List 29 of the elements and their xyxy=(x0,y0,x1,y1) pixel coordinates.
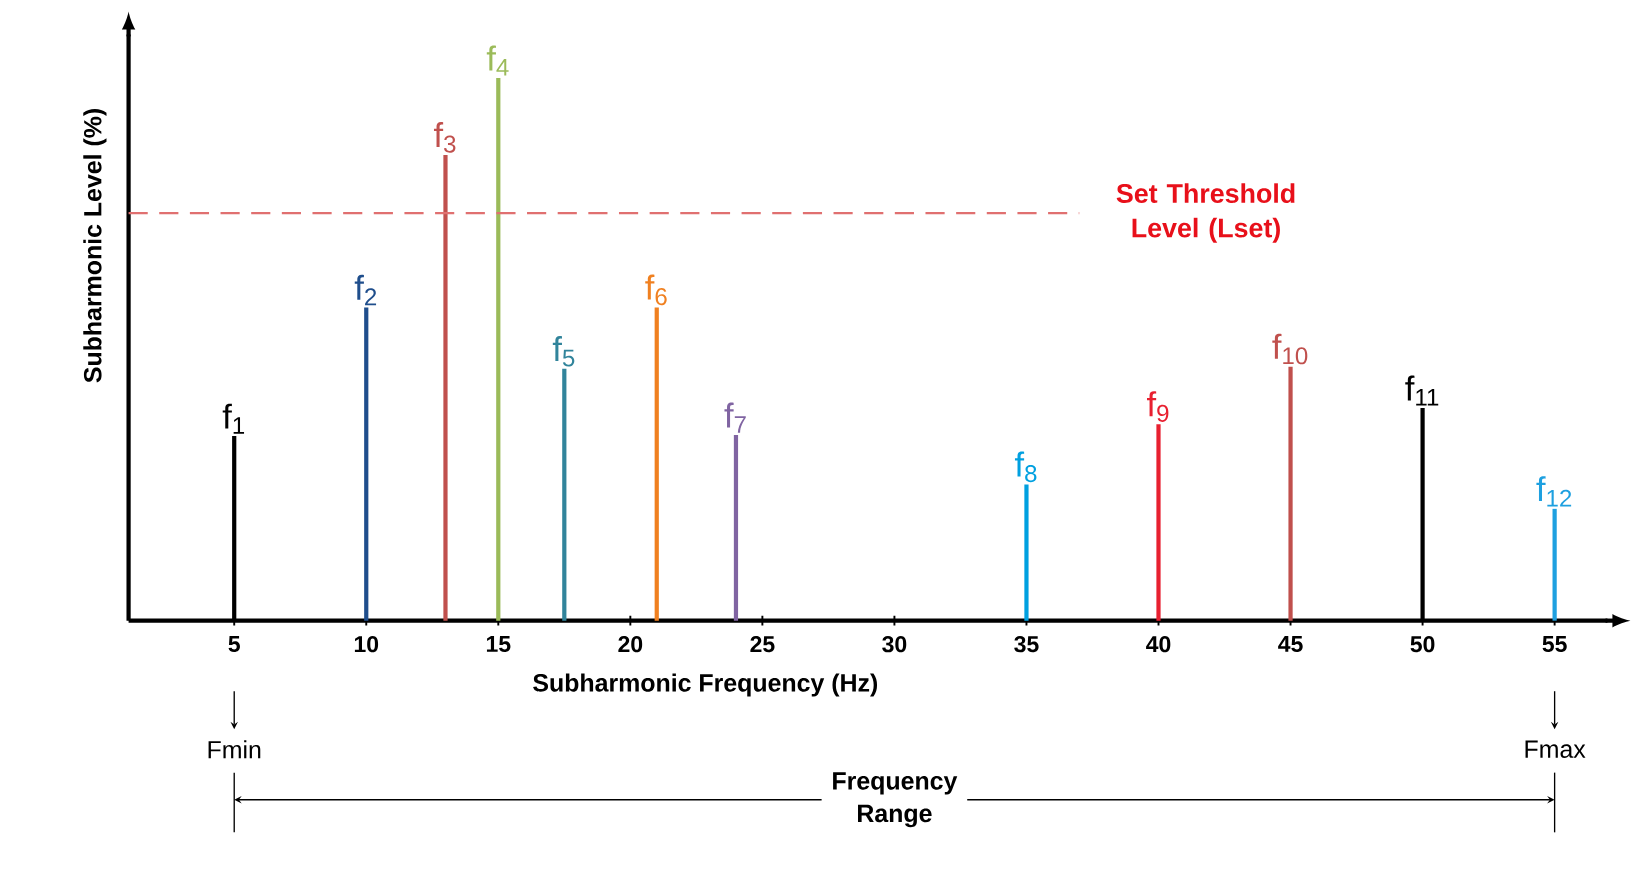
x-tick-label: 40 xyxy=(1146,636,1171,653)
x-tick-label: 10 xyxy=(354,636,379,653)
series-label: f$_{7}$ xyxy=(724,402,746,433)
x-tick-label: 25 xyxy=(750,636,775,653)
series-label: f$_{11}$ xyxy=(1405,375,1439,406)
series-label: f$_{4}$ xyxy=(486,45,509,76)
series-label: f$_{8}$ xyxy=(1014,451,1037,483)
x-tick-label: 35 xyxy=(1014,636,1039,653)
x-tick-label: 5 xyxy=(228,636,240,653)
x-tick-label: 20 xyxy=(618,636,643,653)
series-label: f$_{9}$ xyxy=(1147,391,1169,422)
series-label: f$_{5}$ xyxy=(552,336,575,367)
x-tick-label: 45 xyxy=(1278,636,1303,653)
x-tick-label: 30 xyxy=(882,636,907,653)
series-label: f$_{2}$ xyxy=(354,274,377,306)
series-label: f$_{12}$ xyxy=(1536,476,1572,507)
annotation: Fmax xyxy=(1525,740,1586,758)
x-axis-title: Subharmonic Frequency (Hz) xyxy=(533,673,878,697)
series-label: f$_{10}$ xyxy=(1272,333,1308,365)
series-label: f$_{1}$ xyxy=(222,403,245,434)
x-tick-label: 55 xyxy=(1542,636,1567,653)
x-tick-label: 50 xyxy=(1410,636,1435,653)
y-axis-title: Subharmonic Level (%) xyxy=(83,109,107,383)
series-label: f$_{3}$ xyxy=(433,121,456,153)
series-label: f$_{6}$ xyxy=(645,274,667,306)
x-tick-label: 15 xyxy=(486,636,511,653)
ref-line-label: Set Threshold Level (Lset) xyxy=(1116,183,1295,243)
text: Frequency Range xyxy=(833,772,958,828)
annotation: Fmin xyxy=(208,740,261,759)
